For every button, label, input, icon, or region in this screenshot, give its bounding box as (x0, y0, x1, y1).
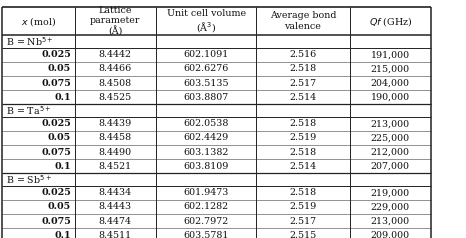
Text: 204,000: 204,000 (371, 79, 410, 88)
Text: $\it{x}$ (mol): $\it{x}$ (mol) (21, 15, 56, 28)
Text: 213,000: 213,000 (371, 217, 410, 226)
Text: 0.05: 0.05 (48, 133, 71, 142)
Text: 190,000: 190,000 (371, 93, 410, 102)
Text: 2.519: 2.519 (289, 202, 316, 211)
Text: B = Nb$^{5+}$: B = Nb$^{5+}$ (6, 35, 54, 48)
Text: 8.4511: 8.4511 (99, 231, 132, 238)
Text: 207,000: 207,000 (371, 162, 410, 171)
Text: B = Sb$^{5+}$: B = Sb$^{5+}$ (6, 173, 52, 186)
Text: 8.4525: 8.4525 (99, 93, 132, 102)
Text: 2.514: 2.514 (289, 162, 316, 171)
Text: 2.514: 2.514 (289, 93, 316, 102)
Text: $\it{Qf}$ (GHz): $\it{Qf}$ (GHz) (369, 15, 412, 28)
Text: 2.518: 2.518 (289, 188, 316, 197)
Text: 2.515: 2.515 (289, 231, 316, 238)
Text: 8.4490: 8.4490 (99, 148, 132, 157)
Text: 602.1282: 602.1282 (184, 202, 229, 211)
Text: 602.6276: 602.6276 (184, 64, 229, 73)
Text: 603.8109: 603.8109 (184, 162, 229, 171)
Text: 2.518: 2.518 (289, 119, 316, 128)
Text: Average bond
valence: Average bond valence (270, 11, 336, 31)
Text: 8.4443: 8.4443 (99, 202, 132, 211)
Text: 0.05: 0.05 (48, 202, 71, 211)
Text: Unit cell volume
(Å$^3$): Unit cell volume (Å$^3$) (167, 9, 246, 34)
Text: 603.8807: 603.8807 (184, 93, 229, 102)
Text: 603.5135: 603.5135 (184, 79, 229, 88)
Text: 602.0538: 602.0538 (184, 119, 229, 128)
Text: 225,000: 225,000 (371, 133, 410, 142)
Text: B = Ta$^{5+}$: B = Ta$^{5+}$ (6, 104, 51, 117)
Text: 8.4508: 8.4508 (99, 79, 132, 88)
Text: 2.518: 2.518 (289, 64, 316, 73)
Text: 219,000: 219,000 (371, 188, 410, 197)
Text: 0.1: 0.1 (54, 93, 71, 102)
Text: 602.4429: 602.4429 (184, 133, 229, 142)
Text: 602.1091: 602.1091 (184, 50, 229, 59)
Text: 0.025: 0.025 (41, 50, 71, 59)
Text: 215,000: 215,000 (371, 64, 410, 73)
Text: 603.5781: 603.5781 (184, 231, 229, 238)
Text: 0.1: 0.1 (54, 231, 71, 238)
Text: 2.518: 2.518 (289, 148, 316, 157)
Text: 0.05: 0.05 (48, 64, 71, 73)
Text: 602.7972: 602.7972 (184, 217, 229, 226)
Text: 0.075: 0.075 (41, 217, 71, 226)
Text: 8.4442: 8.4442 (99, 50, 132, 59)
Text: Lattice
parameter
(Å): Lattice parameter (Å) (90, 5, 141, 37)
Text: 209,000: 209,000 (371, 231, 410, 238)
Text: 8.4474: 8.4474 (99, 217, 132, 226)
Text: 2.517: 2.517 (289, 79, 316, 88)
Text: 8.4466: 8.4466 (99, 64, 132, 73)
Text: 213,000: 213,000 (371, 119, 410, 128)
Text: 8.4458: 8.4458 (99, 133, 132, 142)
Text: 0.075: 0.075 (41, 79, 71, 88)
Text: 8.4521: 8.4521 (99, 162, 132, 171)
Text: 191,000: 191,000 (371, 50, 410, 59)
Text: 2.517: 2.517 (289, 217, 316, 226)
Text: 0.025: 0.025 (41, 188, 71, 197)
Text: 2.519: 2.519 (289, 133, 316, 142)
Text: 601.9473: 601.9473 (184, 188, 229, 197)
Text: 229,000: 229,000 (371, 202, 410, 211)
Text: 0.1: 0.1 (54, 162, 71, 171)
Text: 2.516: 2.516 (289, 50, 316, 59)
Text: 8.4439: 8.4439 (99, 119, 132, 128)
Text: 0.075: 0.075 (41, 148, 71, 157)
Text: 8.4434: 8.4434 (99, 188, 132, 197)
Text: 603.1382: 603.1382 (184, 148, 229, 157)
Text: 212,000: 212,000 (371, 148, 410, 157)
Text: 0.025: 0.025 (41, 119, 71, 128)
